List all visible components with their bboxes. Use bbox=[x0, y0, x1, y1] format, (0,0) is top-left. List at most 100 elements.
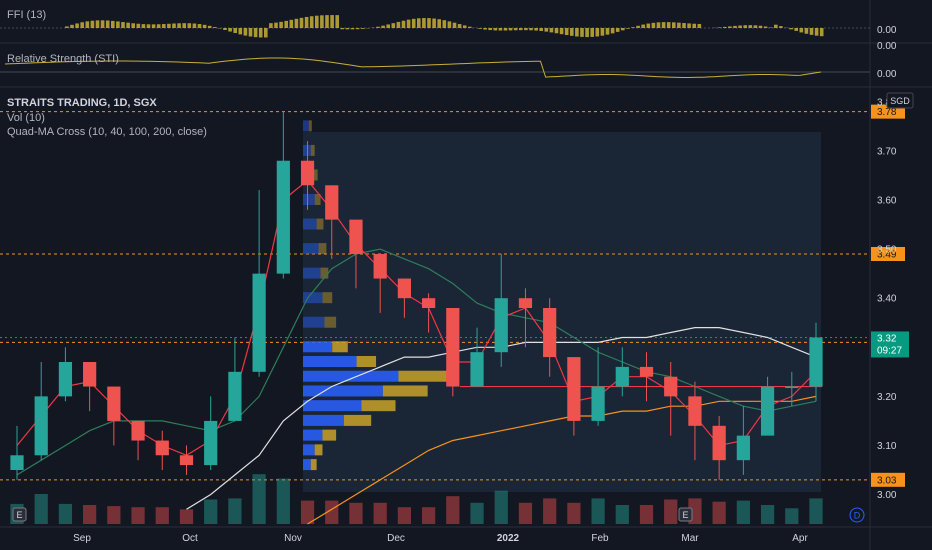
ffi-bar-57 bbox=[350, 28, 355, 30]
volume-bar-9 bbox=[228, 498, 242, 524]
candle-body-23 bbox=[567, 357, 581, 421]
ffi-bar-21 bbox=[167, 23, 171, 28]
ffi-bar-119 bbox=[666, 22, 671, 28]
ffi-bar-18 bbox=[151, 24, 156, 28]
ffi-bar-53 bbox=[330, 15, 334, 28]
candle-body-9 bbox=[228, 371, 242, 421]
ffi-bar-76 bbox=[447, 21, 452, 28]
ffi-bar-48 bbox=[304, 16, 309, 28]
currency-label: SGD bbox=[890, 96, 910, 106]
ffi-bar-118 bbox=[661, 22, 666, 28]
ffi-bar-49 bbox=[309, 16, 314, 28]
ffi-bar-33 bbox=[228, 28, 232, 32]
ffi-bar-66 bbox=[396, 21, 401, 28]
currency-badge[interactable] bbox=[886, 92, 914, 109]
ffi-bar-94 bbox=[539, 28, 543, 31]
profile-buy-8 bbox=[303, 316, 325, 328]
ffi-bar-25 bbox=[187, 23, 192, 28]
ffi-bar-17 bbox=[146, 24, 151, 28]
ffi-bar-96 bbox=[549, 28, 554, 33]
profile-sell-8 bbox=[324, 316, 337, 328]
candle-body-28 bbox=[688, 396, 702, 426]
ffi-bar-2 bbox=[70, 24, 74, 28]
volume-bar-33 bbox=[809, 498, 823, 524]
ffi-bar-54 bbox=[335, 15, 339, 28]
volume-bar-1 bbox=[34, 494, 48, 524]
ffi-bar-30 bbox=[213, 27, 217, 28]
candle-body-31 bbox=[760, 386, 775, 436]
ffi-bar-82 bbox=[478, 28, 482, 29]
ffi-bar-3 bbox=[75, 23, 79, 28]
volume-bar-12 bbox=[300, 500, 315, 524]
volume-bar-13 bbox=[325, 500, 339, 524]
profile-sell-11 bbox=[398, 370, 453, 382]
event-badge-left[interactable] bbox=[12, 507, 27, 522]
profile-sell-0 bbox=[308, 120, 312, 132]
ffi-bar-98 bbox=[559, 28, 564, 35]
ffi-bar-107 bbox=[605, 28, 610, 35]
ffi-bar-44 bbox=[284, 20, 288, 28]
last-price-countdown: 09:27 bbox=[877, 345, 902, 356]
level-label-3.03: 3.03 bbox=[877, 475, 897, 486]
candle-body-24 bbox=[591, 386, 605, 421]
ffi-bar-120 bbox=[672, 22, 676, 28]
ffi-bar-136 bbox=[753, 25, 758, 28]
profile-buy-4 bbox=[303, 218, 317, 230]
candle-body-22 bbox=[543, 308, 557, 358]
ffi-bar-73 bbox=[432, 18, 436, 28]
candle-body-2 bbox=[58, 362, 73, 397]
ffi-bar-6 bbox=[90, 20, 95, 28]
candle-body-12 bbox=[300, 160, 315, 186]
ffi-bar-10 bbox=[111, 20, 115, 28]
volume-bar-15 bbox=[373, 502, 387, 524]
profile-sell-12 bbox=[382, 385, 428, 397]
profile-sell-13 bbox=[361, 400, 396, 412]
ffi-bar-83 bbox=[483, 28, 487, 30]
volume-bar-27 bbox=[664, 499, 678, 524]
candle-body-26 bbox=[639, 366, 654, 377]
ffi-bar-70 bbox=[417, 18, 421, 28]
candle-body-27 bbox=[664, 376, 678, 397]
price-tick-3.40: 3.40 bbox=[877, 294, 897, 305]
ffi-title: FFI (13) bbox=[7, 9, 46, 21]
ffi-bar-149 bbox=[819, 28, 824, 37]
time-label-oct: Oct bbox=[182, 533, 198, 544]
ffi-bar-116 bbox=[651, 22, 656, 28]
time-label-apr: Apr bbox=[792, 533, 808, 544]
candle-body-32 bbox=[785, 386, 799, 389]
ffi-bar-51 bbox=[320, 15, 324, 28]
ffi-bar-114 bbox=[641, 24, 645, 28]
volume-bar-2 bbox=[58, 503, 73, 524]
level-badge-3.49 bbox=[871, 247, 905, 261]
volume-bar-25 bbox=[615, 505, 629, 524]
ffi-bar-121 bbox=[677, 22, 681, 28]
volume-bars bbox=[10, 474, 823, 524]
profile-buy-11 bbox=[303, 370, 399, 382]
ma40-line bbox=[16, 248, 817, 476]
ffi-bar-99 bbox=[564, 28, 569, 36]
ffi-bar-130 bbox=[723, 26, 727, 28]
profile-sell-7 bbox=[322, 292, 333, 304]
profile-buy-3 bbox=[303, 194, 315, 205]
ffi-bar-148 bbox=[814, 28, 819, 36]
profile-buy-7 bbox=[303, 292, 323, 304]
event-badge-right[interactable] bbox=[678, 507, 693, 522]
dividend-badge[interactable] bbox=[849, 507, 865, 523]
ffi-bar-90 bbox=[519, 28, 523, 31]
ffi-bar-65 bbox=[391, 23, 396, 28]
ffi-bar-133 bbox=[738, 25, 742, 28]
ffi-bar-63 bbox=[381, 25, 385, 28]
ffi-bar-106 bbox=[600, 28, 605, 36]
candle-body-17 bbox=[421, 298, 436, 308]
ffi-bar-32 bbox=[223, 28, 227, 30]
candle-body-10 bbox=[252, 273, 266, 372]
ffi-bar-140 bbox=[774, 24, 778, 28]
ffi-bar-87 bbox=[503, 28, 508, 31]
ffi-bar-7 bbox=[95, 20, 100, 28]
dividend-badge-label: D bbox=[854, 511, 861, 521]
volume-bar-6 bbox=[155, 507, 169, 524]
candle-body-4 bbox=[107, 386, 121, 421]
ffi-bar-88 bbox=[508, 28, 513, 31]
candle-body-1 bbox=[34, 396, 48, 456]
